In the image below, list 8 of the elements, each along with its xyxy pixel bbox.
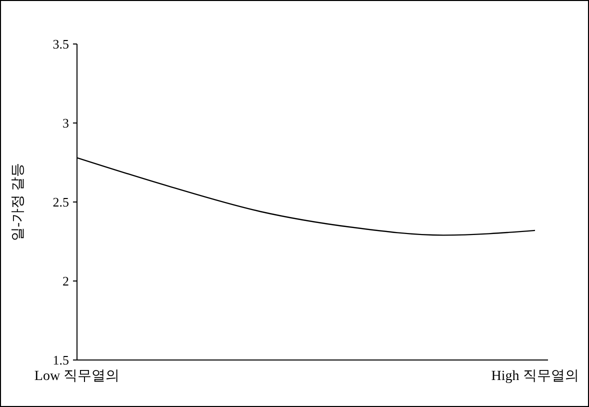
y-tick-label: 3.5 — [52, 36, 69, 52]
y-tick-label: 3 — [62, 116, 69, 131]
x-tick-label: High 직무열의 — [491, 369, 579, 384]
y-tick-label: 1.5 — [52, 352, 69, 368]
y-tick-label: 2.5 — [52, 194, 69, 210]
y-tick-label: 2 — [62, 274, 69, 289]
y-axis-title: 일-가정 갈등 — [11, 162, 26, 242]
x-tick-label: Low 직무열의 — [34, 369, 120, 384]
